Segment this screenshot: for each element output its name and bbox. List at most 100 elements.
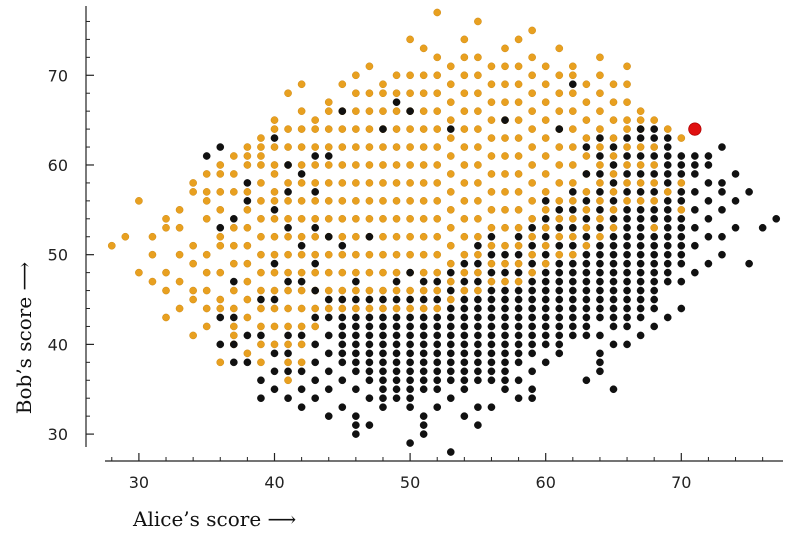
alice-point bbox=[556, 233, 563, 240]
bob-point bbox=[271, 368, 278, 375]
alice-point bbox=[298, 143, 305, 150]
alice-point bbox=[257, 161, 264, 168]
alice-point bbox=[569, 90, 576, 97]
bob-point bbox=[664, 269, 671, 276]
alice-point bbox=[461, 125, 468, 132]
alice-point bbox=[651, 179, 658, 186]
bob-point bbox=[352, 332, 359, 339]
bob-point bbox=[312, 359, 319, 366]
bob-point bbox=[244, 197, 251, 204]
alice-point bbox=[556, 161, 563, 168]
highlight-point bbox=[689, 123, 701, 135]
alice-point bbox=[339, 287, 346, 294]
bob-point bbox=[379, 404, 386, 411]
bob-point bbox=[759, 224, 766, 231]
alice-point bbox=[474, 143, 481, 150]
alice-point bbox=[379, 215, 386, 222]
bob-point bbox=[366, 332, 373, 339]
bob-point bbox=[678, 278, 685, 285]
alice-point bbox=[434, 215, 441, 222]
alice-point bbox=[339, 215, 346, 222]
alice-point bbox=[352, 143, 359, 150]
bob-point bbox=[407, 386, 414, 393]
bob-point bbox=[407, 341, 414, 348]
alice-point bbox=[271, 233, 278, 240]
alice-point bbox=[610, 81, 617, 88]
alice-point bbox=[583, 206, 590, 213]
bob-point bbox=[678, 170, 685, 177]
bob-point bbox=[746, 260, 753, 267]
bob-point bbox=[583, 269, 590, 276]
bob-point bbox=[488, 404, 495, 411]
bob-point bbox=[529, 314, 536, 321]
alice-point bbox=[325, 108, 332, 115]
bob-point bbox=[434, 341, 441, 348]
alice-point bbox=[434, 72, 441, 79]
alice-point bbox=[393, 108, 400, 115]
bob-point bbox=[420, 296, 427, 303]
alice-point bbox=[420, 215, 427, 222]
alice-point bbox=[596, 179, 603, 186]
alice-point bbox=[366, 197, 373, 204]
bob-point bbox=[637, 269, 644, 276]
alice-point bbox=[420, 143, 427, 150]
bob-point bbox=[610, 161, 617, 168]
alice-point bbox=[325, 287, 332, 294]
bob-point bbox=[488, 332, 495, 339]
bob-point bbox=[664, 233, 671, 240]
alice-point bbox=[420, 161, 427, 168]
alice-point bbox=[515, 188, 522, 195]
bob-point bbox=[718, 179, 725, 186]
alice-point bbox=[352, 197, 359, 204]
bob-point bbox=[678, 242, 685, 249]
bob-point bbox=[596, 206, 603, 213]
alice-point bbox=[379, 269, 386, 276]
alice-point bbox=[393, 179, 400, 186]
bob-point bbox=[556, 287, 563, 294]
bob-point bbox=[501, 368, 508, 375]
bob-point bbox=[434, 278, 441, 285]
bob-point bbox=[596, 152, 603, 159]
bob-point bbox=[284, 350, 291, 357]
alice-point bbox=[542, 224, 549, 231]
alice-point bbox=[203, 287, 210, 294]
bob-point bbox=[339, 350, 346, 357]
alice-point bbox=[678, 134, 685, 141]
bob-point bbox=[610, 260, 617, 267]
alice-point bbox=[257, 269, 264, 276]
bob-point bbox=[474, 296, 481, 303]
alice-point bbox=[501, 170, 508, 177]
bob-point bbox=[366, 422, 373, 429]
alice-point bbox=[501, 188, 508, 195]
alice-point bbox=[230, 287, 237, 294]
bob-point bbox=[691, 170, 698, 177]
alice-point bbox=[352, 269, 359, 276]
alice-point bbox=[325, 197, 332, 204]
bob-point bbox=[488, 233, 495, 240]
bob-point bbox=[610, 197, 617, 204]
bob-point bbox=[705, 215, 712, 222]
bob-point bbox=[488, 323, 495, 330]
alice-point bbox=[542, 134, 549, 141]
bob-point bbox=[284, 395, 291, 402]
bob-point bbox=[596, 296, 603, 303]
alice-point bbox=[501, 206, 508, 213]
bob-point bbox=[651, 296, 658, 303]
alice-point bbox=[108, 242, 115, 249]
bob-point bbox=[569, 260, 576, 267]
bob-point bbox=[312, 314, 319, 321]
alice-point bbox=[230, 188, 237, 195]
bob-point bbox=[651, 233, 658, 240]
alice-point bbox=[515, 206, 522, 213]
alice-point bbox=[407, 179, 414, 186]
bob-point bbox=[352, 430, 359, 437]
alice-point bbox=[271, 215, 278, 222]
bob-point bbox=[393, 350, 400, 357]
bob-point bbox=[501, 305, 508, 312]
alice-point bbox=[515, 117, 522, 124]
alice-point bbox=[461, 90, 468, 97]
alice-point bbox=[366, 305, 373, 312]
bob-point bbox=[257, 395, 264, 402]
bob-point bbox=[352, 422, 359, 429]
alice-point bbox=[583, 134, 590, 141]
